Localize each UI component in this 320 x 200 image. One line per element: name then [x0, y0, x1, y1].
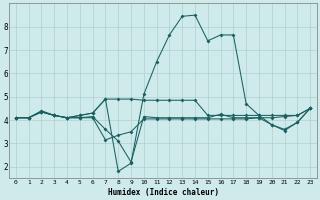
- X-axis label: Humidex (Indice chaleur): Humidex (Indice chaleur): [108, 188, 219, 197]
